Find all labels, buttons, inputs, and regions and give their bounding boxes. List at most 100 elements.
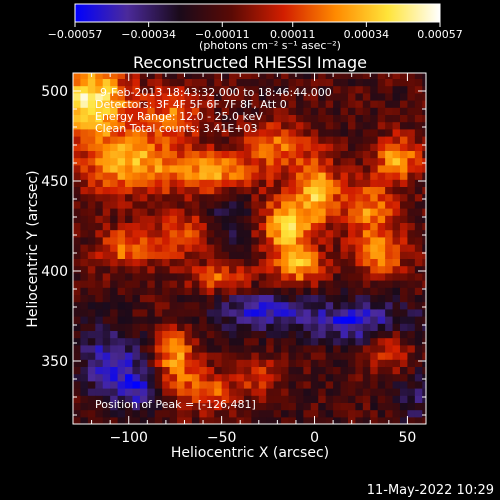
heatmap-cell [221,229,230,238]
heatmap-cell [199,92,208,101]
heatmap-cell [266,85,275,94]
heatmap-cell [362,92,371,101]
heatmap-cell [162,337,171,346]
heatmap-cell [370,251,379,259]
heatmap-cell [355,251,364,259]
heatmap-cell [355,258,364,267]
heatmap-cell [407,222,416,231]
heatmap-cell [169,272,178,281]
heatmap-cell [73,294,82,303]
heatmap-cell [325,200,334,209]
heatmap-cell [184,78,193,87]
heatmap-cell [407,136,416,144]
heatmap-cell [414,308,423,317]
heatmap-cell [162,200,171,209]
heatmap-cell [102,409,111,418]
heatmap-cell [355,78,364,87]
heatmap-cell [385,323,394,331]
heatmap-cell [125,100,134,108]
heatmap-cell [251,366,260,375]
heatmap-cell [154,73,163,79]
heatmap-cell [110,409,119,418]
heatmap-cell [281,337,290,346]
heatmap-cell [385,157,394,166]
heatmap-cell [340,222,349,231]
heatmap-cell [214,136,223,144]
heatmap-cell [333,359,342,367]
heatmap-cell [169,128,178,137]
heatmap-cell [95,179,104,187]
heatmap-cell [80,294,89,303]
heatmap-cell [73,287,82,295]
heatmap-cell [340,395,349,403]
heatmap-cell [243,78,252,87]
heatmap-cell [362,73,371,79]
heatmap-cell [139,380,148,389]
heatmap-cell [229,136,238,144]
heatmap-cell [177,136,186,144]
heatmap-cell [422,179,426,187]
heatmap-cell [154,121,163,130]
heatmap-cell [370,272,379,281]
heatmap-cell [325,136,334,144]
heatmap-cell [325,128,334,137]
heatmap-cell [251,395,260,403]
heatmap-cell [80,107,89,115]
heatmap-cell [154,200,163,209]
heatmap-cell [318,121,327,130]
heatmap-cell [199,287,208,295]
heatmap-cell [169,172,178,180]
heatmap-cell [273,92,282,101]
heatmap-cell [117,308,126,317]
heatmap-cell [214,388,223,396]
heatmap-cell [80,114,89,123]
heatmap-cell [399,366,409,375]
heatmap-cell [325,416,334,424]
heatmap-cell [243,73,252,79]
heatmap-cell [229,179,238,187]
heatmap-cell [117,344,126,353]
heatmap-cell [362,107,371,115]
heatmap-cell [251,265,260,274]
heatmap-cell [229,193,238,202]
heatmap-cell [333,172,342,180]
heatmap-cell [288,280,297,288]
heatmap-cell [132,301,141,310]
heatmap-cell [191,92,200,101]
heatmap-cell [117,186,126,195]
heatmap-cell [310,78,319,87]
heatmap-cell [243,172,252,180]
heatmap-cell [333,236,342,245]
heatmap-cell [221,344,230,353]
heatmap-cell [251,215,260,223]
heatmap-cell [340,244,349,252]
heatmap-cell [399,265,409,274]
heatmap-cell [139,416,148,424]
heatmap-cell [191,272,200,281]
heatmap-cell [392,236,401,245]
heatmap-cell [102,143,111,151]
heatmap-cell [110,395,119,403]
heatmap-cell [191,78,200,87]
heatmap-cell [318,294,327,303]
heatmap-cell [154,251,163,259]
heatmap-cell [266,337,275,346]
heatmap-cell [214,308,223,317]
heatmap-cell [266,366,275,375]
heatmap-cell [281,107,290,115]
heatmap-cell [229,416,238,424]
heatmap-cell [281,244,290,252]
heatmap-cell [117,85,126,94]
heatmap-cell [281,100,290,108]
heatmap-cell [355,200,364,209]
heatmap-cell [333,323,342,331]
heatmap-cell [102,215,111,223]
heatmap-cell [177,186,186,195]
heatmap-cell [73,344,82,353]
heatmap-cell [333,330,342,339]
heatmap-cell [385,121,394,130]
heatmap-cell [87,107,96,115]
heatmap-cell [399,164,409,173]
heatmap-cell [221,236,230,245]
heatmap-cell [73,258,82,267]
